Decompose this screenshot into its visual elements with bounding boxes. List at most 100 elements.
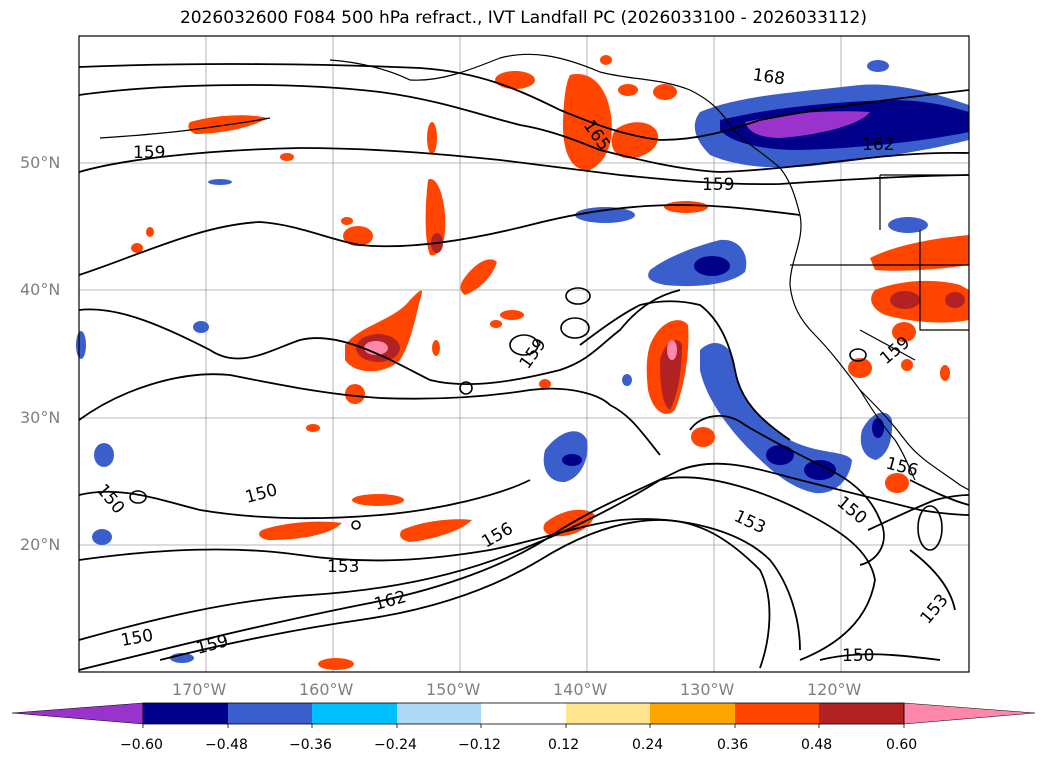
positive-anomaly-blob <box>306 424 320 432</box>
lat-tick-label: 30°N <box>20 408 61 427</box>
colorbar-segment <box>397 703 481 724</box>
positive-anomaly-blob <box>848 358 872 378</box>
positive-anomaly-blob <box>341 217 353 225</box>
contour-label: 150 <box>842 646 874 666</box>
positive-anomaly-blob <box>885 473 909 493</box>
positive-anomaly-blob <box>890 291 920 309</box>
west-coast <box>789 214 970 491</box>
colorbar-segment <box>481 703 566 724</box>
state-line <box>919 230 969 331</box>
positive-anomaly-blob <box>131 243 143 253</box>
colorbar-tick-label: 0.36 <box>717 737 749 753</box>
negative-anomaly-blob <box>700 342 852 494</box>
negative-anomaly-blob <box>704 358 720 378</box>
lon-tick-label: 120°W <box>807 680 862 699</box>
aleutian-chain <box>99 117 271 139</box>
colorbar-tick-label: 0.24 <box>632 737 664 753</box>
colorbar-segment <box>566 703 650 724</box>
colorbar-tick-label: 0.12 <box>548 737 580 753</box>
positive-anomaly-blob <box>280 153 294 161</box>
contour-label: 168 <box>751 65 786 89</box>
positive-anomaly-blob <box>345 384 365 404</box>
colorbar-segment <box>312 703 397 724</box>
colorbar-segment <box>819 703 904 724</box>
negative-anomaly-blob <box>208 179 232 185</box>
positive-anomaly-blob <box>618 84 638 96</box>
positive-anomaly-blob <box>500 310 524 320</box>
colorbar-segment <box>143 703 228 724</box>
colorbar-segment <box>228 703 312 724</box>
negative-anomaly-blob <box>888 217 928 233</box>
positive-anomaly-blob <box>562 74 612 171</box>
negative-anomaly-blob <box>745 111 870 138</box>
positive-anomaly-blob <box>490 320 502 328</box>
colorbar-tick-label: −0.60 <box>120 737 163 753</box>
colorbar-segment <box>735 703 819 724</box>
negative-anomaly-blob <box>622 374 632 386</box>
contour-label: 159 <box>133 143 165 163</box>
negative-anomaly-blob <box>872 418 884 438</box>
positive-anomaly-blob <box>901 359 913 371</box>
negative-anomaly-blob <box>76 331 86 359</box>
positive-anomaly-blob <box>343 226 373 246</box>
colorbar-tick-label: 0.48 <box>801 737 833 753</box>
lon-tick-label: 150°W <box>426 680 481 699</box>
colorbar-tick-label: 0.60 <box>886 737 918 753</box>
baja <box>859 389 916 481</box>
lat-tick-label: 40°N <box>20 280 61 299</box>
lat-tick-label: 20°N <box>20 535 61 554</box>
contour-label-group: 168 165 162 159 159 159 159 156 156 153 … <box>92 65 953 666</box>
map-title: 2026032600 F084 500 hPa refract., IVT La… <box>179 8 867 28</box>
positive-anomaly-blob <box>892 322 916 342</box>
positive-anomaly-blob <box>664 201 708 213</box>
lon-tick-label: 160°W <box>299 680 354 699</box>
negative-anomaly-blob <box>804 460 836 480</box>
negative-anomaly-blob <box>92 529 112 545</box>
lon-tick-label: 170°W <box>172 680 227 699</box>
positive-anomaly-blob <box>460 259 497 295</box>
contour-label: 153 <box>327 557 359 577</box>
positive-anomaly-blob <box>660 340 682 410</box>
lon-tick-label: 140°W <box>553 680 608 699</box>
positive-anomaly-blob <box>691 427 715 447</box>
positive-anomaly-blob <box>259 521 342 540</box>
contour-lines <box>78 63 970 671</box>
positive-anomaly-blob <box>495 71 535 89</box>
colorbar-tick-label: −0.36 <box>289 737 332 753</box>
colorbar-tick-label: −0.48 <box>205 737 248 753</box>
negative-anomaly-blob <box>766 445 794 465</box>
positive-anomaly-blob <box>653 84 677 100</box>
negative-anomaly-blob <box>575 207 635 223</box>
positive-anomaly-blob <box>611 122 659 159</box>
positive-anomaly-blob <box>945 292 965 308</box>
negative-anomaly-blob <box>562 454 582 466</box>
closed-contours <box>129 287 943 551</box>
positive-anomaly-blob <box>318 658 354 670</box>
positive-anomaly-blob <box>146 227 154 237</box>
colorbar <box>11 702 1036 728</box>
negative-anomaly-blob <box>193 321 209 333</box>
colorbar-segment <box>11 702 144 725</box>
positive-anomaly-blob <box>539 379 551 389</box>
positive-anomaly-blob <box>427 122 437 154</box>
colorbar-segment <box>903 702 1036 725</box>
colorbar-tick-label: −0.12 <box>458 737 501 753</box>
colorbar-segment <box>650 703 735 724</box>
state-line <box>859 329 916 361</box>
positive-anomaly-blob <box>600 55 612 65</box>
positive-anomaly-blob <box>352 494 404 506</box>
colorbar-tick-label: −0.24 <box>374 737 417 753</box>
alaska-coast <box>329 53 801 216</box>
positive-anomaly-blob <box>400 519 472 542</box>
lat-tick-label: 50°N <box>20 153 61 172</box>
lon-tick-label: 130°W <box>680 680 735 699</box>
negative-anomaly-blob <box>694 256 730 276</box>
contour-label: 162 <box>862 135 894 155</box>
negative-anomaly-blob <box>94 443 114 467</box>
positive-anomaly-blob <box>667 340 677 360</box>
positive-anomaly-blob <box>940 365 950 381</box>
contour-label: 159 <box>702 175 734 195</box>
negative-anomaly-blob <box>867 60 889 72</box>
positive-anomaly-blob <box>432 340 440 356</box>
